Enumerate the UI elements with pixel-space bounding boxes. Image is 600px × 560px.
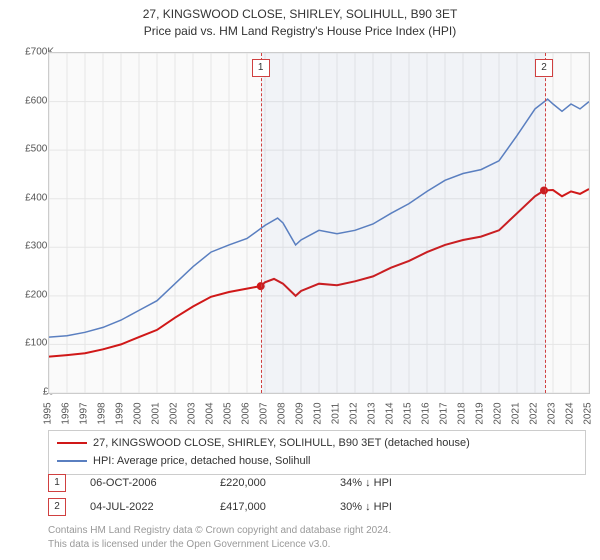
x-tick-label: 2003 — [187, 402, 198, 424]
footer-line1: Contains HM Land Registry data © Crown c… — [48, 524, 391, 538]
footer-text: Contains HM Land Registry data © Crown c… — [48, 524, 391, 552]
footer-line2: This data is licensed under the Open Gov… — [48, 538, 391, 552]
marker-row-1: 1 06-OCT-2006 £220,000 34% ↓ HPI — [48, 474, 588, 492]
marker-row-2: 2 04-JUL-2022 £417,000 30% ↓ HPI — [48, 498, 588, 516]
x-tick-label: 2002 — [169, 402, 180, 424]
marker-delta-1: 34% ↓ HPI — [340, 477, 392, 489]
x-tick-label: 1997 — [79, 402, 90, 424]
x-tick-label: 2025 — [583, 402, 594, 424]
shaded-band — [261, 53, 546, 393]
marker-delta-2: 30% ↓ HPI — [340, 501, 392, 513]
x-tick-label: 2020 — [493, 402, 504, 424]
legend-label-2: HPI: Average price, detached house, Soli… — [93, 455, 311, 467]
x-tick-label: 2022 — [529, 402, 540, 424]
x-tick-label: 2006 — [241, 402, 252, 424]
title-line2: Price paid vs. HM Land Registry's House … — [0, 23, 600, 40]
legend-item-1: 27, KINGSWOOD CLOSE, SHIRLEY, SOLIHULL, … — [57, 435, 577, 453]
x-tick-label: 1995 — [43, 402, 54, 424]
x-tick-label: 2023 — [547, 402, 558, 424]
x-tick-label: 2008 — [277, 402, 288, 424]
x-tick-label: 2016 — [421, 402, 432, 424]
legend-label-1: 27, KINGSWOOD CLOSE, SHIRLEY, SOLIHULL, … — [93, 437, 470, 449]
legend-swatch-1 — [57, 442, 87, 444]
marker-price-1: £220,000 — [220, 477, 340, 489]
x-tick-label: 2007 — [259, 402, 270, 424]
x-tick-label: 2011 — [331, 403, 342, 425]
legend-box: 27, KINGSWOOD CLOSE, SHIRLEY, SOLIHULL, … — [48, 430, 586, 475]
marker-price-2: £417,000 — [220, 501, 340, 513]
chart-container: 27, KINGSWOOD CLOSE, SHIRLEY, SOLIHULL, … — [0, 0, 600, 560]
legend-swatch-2 — [57, 460, 87, 462]
x-tick-label: 1999 — [115, 402, 126, 424]
title-block: 27, KINGSWOOD CLOSE, SHIRLEY, SOLIHULL, … — [0, 0, 600, 40]
x-tick-label: 2005 — [223, 402, 234, 424]
x-tick-label: 2021 — [511, 402, 522, 424]
marker-table: 1 06-OCT-2006 £220,000 34% ↓ HPI 2 04-JU… — [48, 474, 588, 522]
title-line1: 27, KINGSWOOD CLOSE, SHIRLEY, SOLIHULL, … — [0, 6, 600, 23]
x-tick-label: 2009 — [295, 402, 306, 424]
x-tick-label: 2012 — [349, 402, 360, 424]
legend-item-2: HPI: Average price, detached house, Soli… — [57, 453, 577, 471]
chart-marker-box-2: 2 — [535, 59, 553, 77]
x-tick-label: 2010 — [313, 402, 324, 424]
x-tick-label: 2004 — [205, 402, 216, 424]
x-tick-label: 2024 — [565, 402, 576, 424]
marker-date-2: 04-JUL-2022 — [90, 501, 220, 513]
x-tick-label: 2018 — [457, 402, 468, 424]
x-tick-label: 2000 — [133, 402, 144, 424]
x-tick-label: 1998 — [97, 402, 108, 424]
x-tick-label: 2013 — [367, 402, 378, 424]
x-tick-label: 2015 — [403, 402, 414, 424]
x-tick-label: 2014 — [385, 402, 396, 424]
x-tick-label: 2001 — [151, 402, 162, 424]
x-tick-label: 2017 — [439, 402, 450, 424]
x-tick-label: 2019 — [475, 402, 486, 424]
marker-date-1: 06-OCT-2006 — [90, 477, 220, 489]
chart-plot-area: 12 — [48, 52, 590, 394]
marker-id-2: 2 — [48, 498, 66, 516]
marker-id-1: 1 — [48, 474, 66, 492]
chart-marker-box-1: 1 — [252, 59, 270, 77]
x-tick-label: 1996 — [61, 402, 72, 424]
